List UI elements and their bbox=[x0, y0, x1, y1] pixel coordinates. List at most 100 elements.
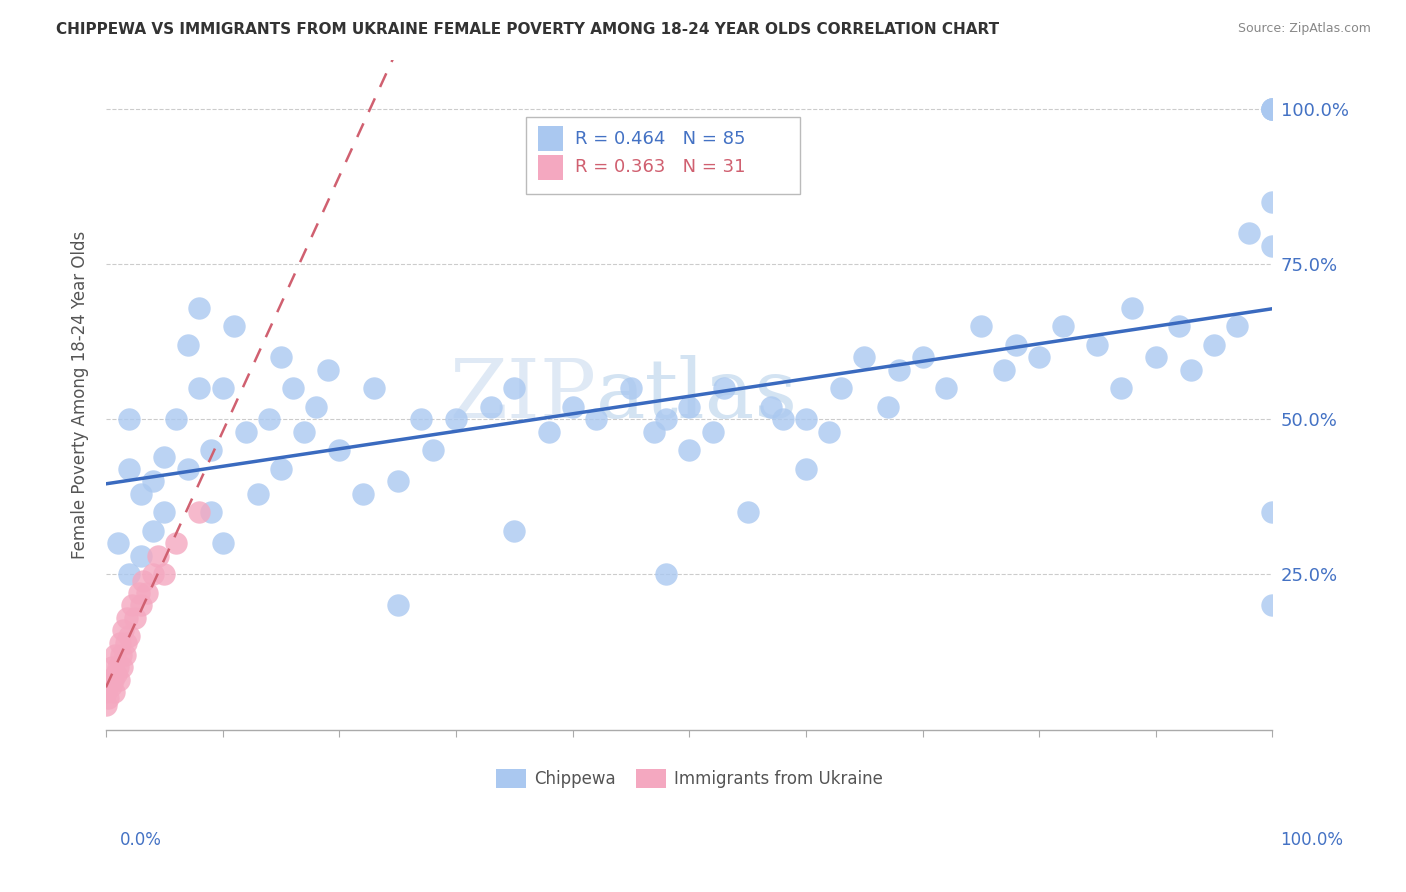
Point bbox=[911, 351, 934, 365]
Point bbox=[794, 462, 817, 476]
Point bbox=[328, 443, 350, 458]
Point bbox=[257, 412, 280, 426]
Point bbox=[165, 536, 187, 550]
Point bbox=[121, 599, 143, 613]
Point bbox=[1261, 102, 1284, 116]
Point bbox=[655, 567, 678, 582]
Point bbox=[655, 412, 678, 426]
Point bbox=[235, 425, 257, 439]
Point bbox=[118, 630, 141, 644]
Text: atlas: atlas bbox=[596, 354, 799, 434]
Point bbox=[211, 536, 233, 550]
Point bbox=[118, 567, 141, 582]
Point bbox=[1144, 351, 1167, 365]
Point bbox=[100, 660, 122, 674]
Point bbox=[1261, 195, 1284, 210]
Point bbox=[129, 599, 152, 613]
Point bbox=[115, 611, 138, 625]
Point bbox=[188, 301, 211, 315]
Point bbox=[1226, 319, 1249, 334]
Point bbox=[387, 475, 409, 489]
Point bbox=[110, 648, 132, 662]
Point bbox=[818, 425, 841, 439]
Point bbox=[1121, 301, 1143, 315]
Point bbox=[889, 363, 911, 377]
Point bbox=[111, 660, 134, 674]
Point bbox=[830, 381, 852, 395]
Point bbox=[1109, 381, 1132, 395]
Point bbox=[281, 381, 304, 395]
Point bbox=[128, 586, 150, 600]
Point bbox=[211, 381, 233, 395]
Text: 0.0%: 0.0% bbox=[120, 831, 162, 849]
Point bbox=[1180, 363, 1202, 377]
Bar bbox=[537, 154, 564, 180]
Point bbox=[444, 412, 467, 426]
Point bbox=[713, 381, 735, 395]
Point bbox=[993, 363, 1015, 377]
Point bbox=[292, 425, 315, 439]
Point bbox=[538, 425, 561, 439]
Point bbox=[702, 425, 724, 439]
Point bbox=[387, 599, 409, 613]
Point bbox=[1261, 102, 1284, 116]
Point bbox=[100, 679, 122, 693]
Point bbox=[246, 487, 269, 501]
Point bbox=[620, 381, 643, 395]
Point bbox=[422, 443, 444, 458]
Point bbox=[316, 363, 339, 377]
Point bbox=[153, 505, 176, 519]
Text: ZIP: ZIP bbox=[449, 354, 596, 434]
Point bbox=[142, 524, 165, 538]
Point bbox=[94, 698, 117, 712]
Point bbox=[970, 319, 993, 334]
Point bbox=[142, 567, 165, 582]
Point bbox=[108, 635, 131, 649]
Point bbox=[118, 412, 141, 426]
Point bbox=[759, 400, 782, 414]
Point bbox=[305, 400, 328, 414]
Point bbox=[132, 574, 155, 588]
Point bbox=[1261, 102, 1284, 116]
Point bbox=[129, 549, 152, 563]
Point bbox=[104, 648, 127, 662]
Point bbox=[1261, 599, 1284, 613]
Point bbox=[112, 624, 135, 638]
Point bbox=[409, 412, 432, 426]
Text: Source: ZipAtlas.com: Source: ZipAtlas.com bbox=[1237, 22, 1371, 36]
Point bbox=[270, 351, 292, 365]
Point bbox=[165, 412, 187, 426]
Point bbox=[352, 487, 374, 501]
Point bbox=[270, 462, 292, 476]
Point bbox=[772, 412, 794, 426]
Point bbox=[124, 611, 146, 625]
Point bbox=[1168, 319, 1191, 334]
Point bbox=[98, 673, 121, 687]
FancyBboxPatch shape bbox=[526, 117, 800, 194]
Point bbox=[135, 586, 157, 600]
Point bbox=[114, 635, 136, 649]
Point bbox=[107, 660, 129, 674]
Point bbox=[148, 549, 170, 563]
Point bbox=[129, 487, 152, 501]
Point bbox=[853, 351, 876, 365]
Point bbox=[103, 685, 125, 699]
Text: CHIPPEWA VS IMMIGRANTS FROM UKRAINE FEMALE POVERTY AMONG 18-24 YEAR OLDS CORRELA: CHIPPEWA VS IMMIGRANTS FROM UKRAINE FEMA… bbox=[56, 22, 1000, 37]
Point bbox=[200, 505, 222, 519]
Point bbox=[176, 338, 198, 352]
Point bbox=[585, 412, 607, 426]
Point bbox=[142, 475, 165, 489]
Y-axis label: Female Poverty Among 18-24 Year Olds: Female Poverty Among 18-24 Year Olds bbox=[72, 230, 89, 558]
Point bbox=[503, 524, 526, 538]
Point bbox=[678, 400, 700, 414]
Point bbox=[176, 462, 198, 476]
Point bbox=[1052, 319, 1074, 334]
Point bbox=[97, 691, 120, 706]
Point bbox=[935, 381, 957, 395]
Point bbox=[678, 443, 700, 458]
Point bbox=[1261, 505, 1284, 519]
Point bbox=[107, 673, 129, 687]
Point bbox=[107, 536, 129, 550]
Point bbox=[479, 400, 502, 414]
Point bbox=[94, 685, 117, 699]
